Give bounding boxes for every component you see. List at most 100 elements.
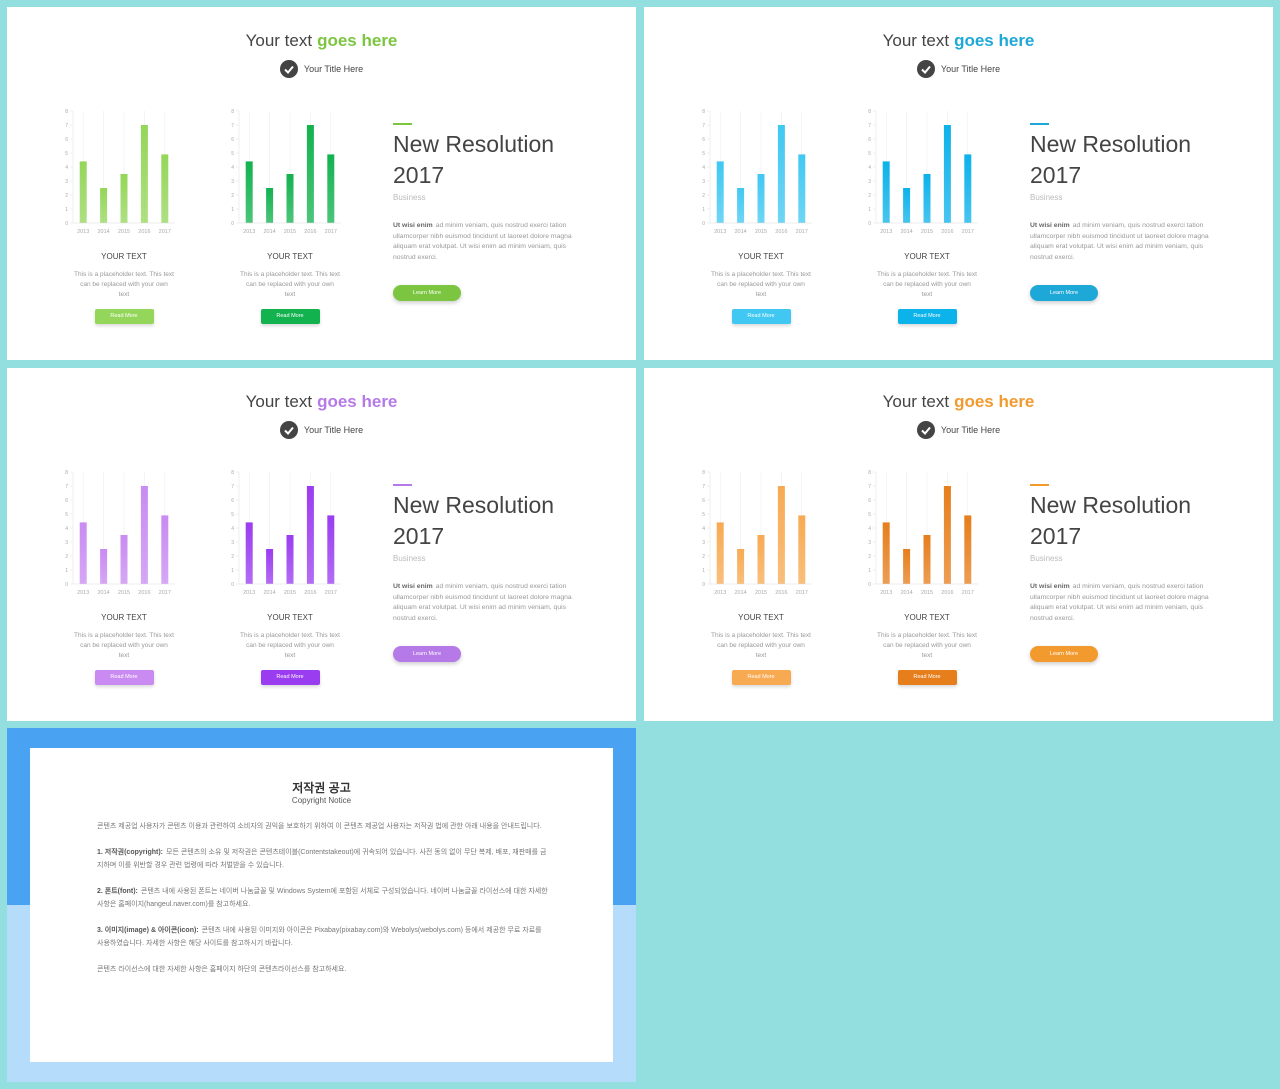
bar-chart: 0 1 2 3 4 5 6 7 8 2013 2014 2015 2016 2017 (65, 109, 175, 235)
notice-body: 콘텐츠 제공업 사용자가 콘텐츠 이용과 관련하여 소비자의 권익을 보호하기 … (97, 820, 549, 989)
bar-chart: 0 1 2 3 4 5 6 7 8 2013 2014 2015 2016 2017 (702, 109, 812, 235)
x-tick-label: 2017 (159, 229, 171, 235)
read-more-button[interactable]: Read More (260, 670, 320, 685)
x-tick-label: 2013 (77, 590, 89, 596)
x-tick-label: 2017 (325, 590, 337, 596)
check-mark (284, 426, 294, 435)
x-tick-label: 2015 (755, 590, 767, 596)
paragraph-lead: Ut wisi enim (1030, 222, 1070, 229)
bar-chart: 0 1 2 3 4 5 6 7 8 2013 2014 2015 2016 2017 (65, 470, 175, 596)
y-tick-label: 4 (231, 526, 234, 532)
notice-text: 콘텐츠 라이선스에 대한 자세한 사항은 홈페이지 하단의 콘텐츠라이선스를 참… (97, 966, 347, 973)
x-tick-label: 2013 (243, 590, 255, 596)
label: Business (393, 193, 426, 202)
read-more-button[interactable]: Read More (94, 670, 154, 685)
bar (306, 486, 314, 584)
y-tick-label: 0 (65, 221, 68, 227)
read-more-button[interactable]: Read More (897, 670, 957, 685)
bar (327, 515, 335, 584)
y-tick-label: 6 (231, 498, 234, 504)
card-heading: YOUR TEXT (904, 613, 950, 622)
read-more-button[interactable]: Read More (731, 670, 791, 685)
bar (161, 515, 169, 584)
read-more-button[interactable]: Read More (897, 309, 957, 324)
x-tick-label: 2014 (263, 229, 275, 235)
notice-paragraph: 2. 폰트(font): 콘텐츠 내에 사용된 폰트는 네이버 나눔글꼴 및 Wi… (97, 885, 549, 911)
x-tick-label: 2017 (796, 590, 808, 596)
heading: New Resolution 2017 (393, 492, 555, 549)
bar (777, 125, 785, 223)
y-tick-label: 1 (868, 207, 871, 213)
x-tick-label: 2015 (284, 590, 296, 596)
subtitle-row: Your Title Here (7, 421, 636, 439)
bar (286, 174, 294, 223)
learn-more-button[interactable]: Learn More (1030, 646, 1098, 662)
x-tick-label: 2016 (138, 229, 150, 235)
bar (120, 535, 128, 584)
title-highlight: goes here (954, 392, 1035, 411)
notice-text: 모든 콘텐츠의 소유 및 저작권은 콘텐츠테이블(Contentstakeout… (97, 849, 547, 869)
slide: Your text goes here Your Title Here 0 1 2 3 4 5 6… (7, 368, 636, 721)
y-tick-label: 5 (231, 151, 234, 157)
y-tick-label: 5 (868, 512, 871, 518)
bar (757, 535, 765, 584)
x-tick-label: 2017 (159, 590, 171, 596)
read-more-button[interactable]: Read More (260, 309, 320, 324)
paragraph: Ut wisi enim ad minim veniam, quis nostru… (1030, 221, 1222, 263)
y-tick-label: 8 (231, 109, 234, 115)
y-tick-label: 6 (65, 137, 68, 143)
x-tick-label: 2014 (97, 229, 109, 235)
y-tick-label: 0 (868, 582, 871, 588)
y-tick-label: 3 (65, 179, 68, 185)
y-tick-label: 8 (231, 470, 234, 476)
x-tick-label: 2016 (304, 590, 316, 596)
bar (903, 188, 911, 223)
bar-chart: 0 1 2 3 4 5 6 7 8 2013 2014 2015 2016 2017 (868, 470, 978, 596)
paragraph-lead: Ut wisi enim (393, 583, 433, 590)
read-more-button[interactable]: Read More (731, 309, 791, 324)
check-icon (916, 421, 935, 439)
bar-chart: 0 1 2 3 4 5 6 7 8 2013 2014 2015 2016 2017 (868, 109, 978, 235)
bar (882, 522, 890, 584)
notice-card: 저작권 공고 Copyright Notice 콘텐츠 제공업 사용자가 콘텐츠 이… (30, 748, 613, 1062)
bar (943, 486, 951, 584)
y-tick-label: 3 (231, 179, 234, 185)
x-tick-label: 2017 (796, 229, 808, 235)
learn-more-button[interactable]: Learn More (1030, 285, 1098, 301)
read-more-button[interactable]: Read More (94, 309, 154, 324)
y-tick-label: 1 (702, 568, 705, 574)
y-tick-label: 6 (702, 137, 705, 143)
y-tick-label: 0 (65, 582, 68, 588)
card-text: This is a placeholder text. This text ca… (74, 632, 174, 659)
x-tick-label: 2014 (263, 590, 275, 596)
y-tick-label: 3 (65, 540, 68, 546)
y-tick-label: 2 (702, 554, 705, 560)
learn-more-button[interactable]: Learn More (393, 285, 461, 301)
x-tick-label: 2014 (734, 229, 746, 235)
y-tick-label: 5 (65, 151, 68, 157)
card-text: This is a placeholder text. This text ca… (240, 271, 340, 298)
accent-line (1030, 484, 1049, 486)
y-tick-label: 4 (231, 165, 234, 171)
y-tick-label: 1 (868, 568, 871, 574)
check-mark (921, 65, 931, 74)
check-icon (279, 60, 298, 78)
x-tick-label: 2016 (304, 229, 316, 235)
check-mark (921, 426, 931, 435)
y-tick-label: 2 (231, 554, 234, 560)
slide-title: Your text goes here (7, 31, 636, 51)
bar (737, 549, 745, 584)
bar-chart: 0 1 2 3 4 5 6 7 8 2013 2014 2015 2016 2017 (231, 470, 341, 596)
bar (964, 515, 972, 584)
notice-slide: 저작권 공고 Copyright Notice 콘텐츠 제공업 사용자가 콘텐츠 이… (7, 728, 636, 1082)
y-tick-label: 7 (702, 484, 705, 490)
learn-more-button[interactable]: Learn More (393, 646, 461, 662)
x-tick-label: 2016 (138, 590, 150, 596)
y-tick-label: 4 (65, 165, 68, 171)
subtitle: Your Title Here (940, 425, 1001, 435)
y-tick-label: 1 (702, 207, 705, 213)
x-tick-label: 2016 (775, 590, 787, 596)
x-tick-label: 2015 (118, 590, 130, 596)
y-tick-label: 4 (65, 526, 68, 532)
y-tick-label: 3 (702, 540, 705, 546)
